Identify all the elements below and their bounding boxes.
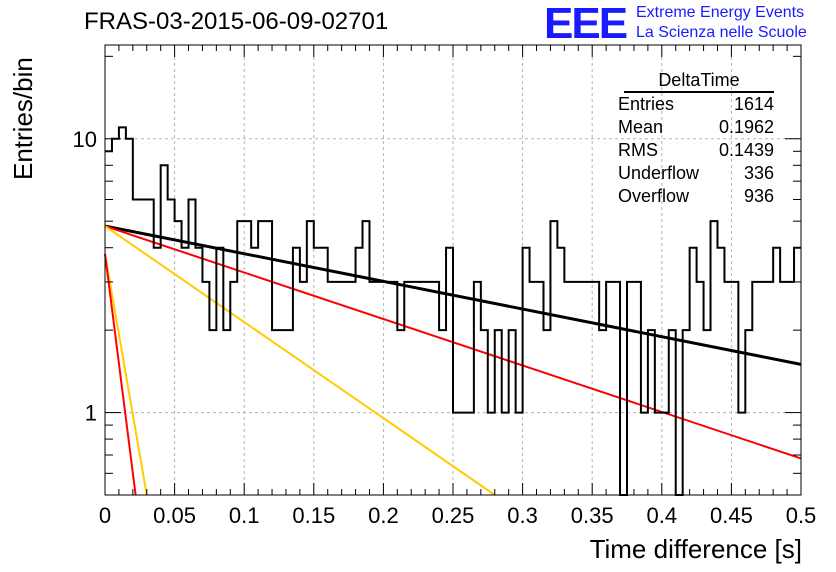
stats-row-rms: RMS 0.1439 [612, 139, 780, 162]
x-tick-label: 0.05 [153, 503, 196, 528]
stats-value: 1614 [733, 94, 774, 114]
x-tick-label: 0 [99, 503, 111, 528]
axes: 0 0.05 0.1 0.15 0.2 0.25 0.3 0.35 0.4 0.45 0.5 1 10 [73, 44, 817, 528]
x-tick-label: 0.25 [432, 503, 475, 528]
stats-row-mean: Mean 0.1962 [612, 116, 780, 139]
logo-line-2: La Scienza nelle Scuole [636, 24, 807, 41]
chart-title: FRAS-03-2015-06-09-02701 [84, 8, 389, 35]
x-tick-label: 0.5 [786, 503, 817, 528]
logo-line-1: Extreme Energy Events [636, 4, 805, 21]
stats-row-underflow: Underflow 336 [612, 162, 780, 185]
histogram [105, 126, 801, 496]
x-axis-label: Time difference [s] [589, 534, 802, 564]
x-tick-label: 0.35 [571, 503, 614, 528]
y-tick-label: 10 [73, 127, 97, 152]
x-tick-label: 0.15 [292, 503, 335, 528]
fit-line [104, 225, 496, 496]
y-tick-label: 1 [85, 401, 97, 426]
stats-value: 336 [743, 163, 774, 183]
stats-value: 936 [743, 186, 774, 206]
stats-value: 0.1439 [718, 140, 774, 160]
histogram-outline [105, 126, 801, 496]
x-tick-label: 0.1 [229, 503, 260, 528]
stats-label: Overflow [618, 186, 690, 206]
stats-row-overflow: Overflow 936 [612, 185, 780, 208]
fit-line [104, 253, 137, 496]
stats-title: DeltaTime [624, 70, 774, 93]
stats-box: DeltaTime Entries 1614 Mean 0.1962 RMS 0.14… [612, 70, 780, 208]
stats-label: Mean [618, 117, 664, 137]
x-tick-label: 0.45 [710, 503, 753, 528]
eee-logo: EEE [544, 0, 628, 48]
stats-value: 0.1962 [718, 117, 774, 137]
x-tick-label: 0.4 [647, 503, 678, 528]
x-tick-label: 0.2 [368, 503, 399, 528]
stats-row-entries: Entries 1614 [612, 93, 780, 116]
fit-line [104, 253, 148, 496]
stats-label: Entries [618, 94, 675, 114]
stats-label: RMS [618, 140, 658, 160]
y-axis-label: Entries/bin [8, 57, 38, 180]
stats-label: Underflow [618, 163, 700, 183]
x-tick-label: 0.3 [507, 503, 538, 528]
